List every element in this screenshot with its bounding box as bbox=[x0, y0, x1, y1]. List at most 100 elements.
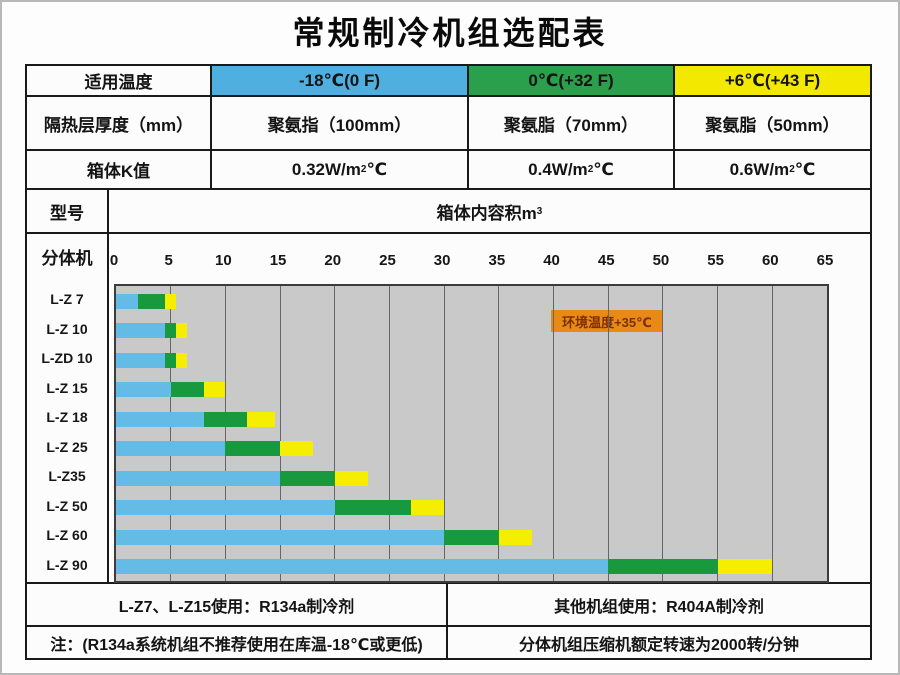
temperature-row-label: 适用温度 bbox=[84, 73, 153, 92]
x-axis-tick-label: 5 bbox=[164, 252, 173, 269]
gridline bbox=[498, 286, 500, 581]
x-axis-tick-label: 40 bbox=[543, 252, 560, 269]
x-axis-tick-label: 0 bbox=[109, 252, 119, 269]
page-title: 常规制冷机组选配表 bbox=[292, 15, 608, 51]
volume-header-text: 箱体内容积m bbox=[436, 203, 537, 223]
bar-segment-plus6 bbox=[176, 323, 188, 338]
temperature-row: 适用温度 -18℃(0 F) 0℃(+32 F) +6℃(+43 F) bbox=[27, 66, 870, 97]
note-right-cell: 分体机组压缩机额定转速为2000转/分钟 bbox=[446, 627, 870, 658]
bar-segment-0c bbox=[165, 323, 177, 338]
ambient-temperature-annotation: 环境温度+35℃ bbox=[551, 310, 663, 332]
bar-segment-plus6 bbox=[334, 470, 368, 486]
gridline bbox=[717, 286, 719, 581]
x-axis-tick-label: 65 bbox=[816, 252, 834, 269]
model-row-label: 型号 bbox=[50, 203, 84, 223]
bar-segment-plus6 bbox=[411, 500, 445, 515]
model-label: L-Z 7 bbox=[50, 291, 84, 307]
insulation-cell-100mm: 聚氨指（100mm） bbox=[210, 97, 467, 149]
model-label: L-Z 50 bbox=[46, 497, 88, 514]
bar-segment-minus18 bbox=[116, 411, 204, 427]
k-value-cell-06: 0.6W/m 2 ℃ bbox=[673, 151, 870, 188]
model-label: L-Z35 bbox=[48, 468, 86, 484]
refrigerant-left-cell: L-Z7、L-Z15使用：R134a制冷剂 bbox=[118, 598, 355, 616]
k-value-sup: 2 bbox=[789, 164, 795, 175]
bar-segment-plus6 bbox=[165, 293, 177, 309]
k-value-sup: 2 bbox=[587, 164, 594, 175]
model-label-column: L-Z 7 L-Z 10 L-ZD 10 L-Z 15 L-Z 18 L-Z 25 L-Z3… bbox=[27, 234, 107, 584]
model-label: L-Z 10 bbox=[46, 320, 88, 337]
bar-segment-minus18 bbox=[116, 529, 445, 545]
k-value-text: 0.4W/m bbox=[528, 159, 588, 179]
split-unit-label: 分体机 bbox=[41, 249, 93, 268]
gridline bbox=[443, 286, 445, 581]
refrigerant-right-cell: 其他机组使用：R404A制冷剂 bbox=[446, 584, 870, 625]
bar-segment-0c bbox=[170, 382, 204, 397]
bar-segment-0c bbox=[203, 411, 248, 427]
k-value-row-label: 箱体K值 bbox=[86, 162, 151, 181]
k-value-cell-032: 0.32W/m 2 ℃ bbox=[210, 151, 467, 188]
gridline bbox=[170, 286, 172, 581]
note-left-cell: 注：(R134a系统机组不推荐使用在库温-18℃或更低) bbox=[50, 636, 423, 654]
selection-table: 适用温度 -18℃(0 F) 0℃(+32 F) +6℃(+43 F) 隔热层厚… bbox=[25, 64, 872, 660]
insulation-row-label: 隔热层厚度（mm） bbox=[43, 115, 194, 135]
x-axis-tick-label: 25 bbox=[379, 252, 396, 269]
gridline bbox=[553, 286, 555, 581]
bar-segment-minus18 bbox=[116, 382, 171, 397]
gridline bbox=[607, 286, 609, 581]
bar-segment-0c bbox=[225, 441, 281, 456]
k-value-unit: ℃ bbox=[593, 159, 614, 179]
bar-segment-plus6 bbox=[247, 411, 275, 427]
bar-segment-minus18 bbox=[116, 470, 281, 486]
temperature-cell-plus6: +6℃(+43 F) bbox=[673, 66, 870, 95]
x-axis-tick-label: 45 bbox=[597, 252, 615, 269]
bar-segment-minus18 bbox=[116, 293, 138, 309]
bar-segment-minus18 bbox=[116, 500, 335, 515]
insulation-cell-50mm: 聚氨脂（50mm） bbox=[673, 97, 870, 149]
model-label: L-Z 60 bbox=[46, 527, 88, 543]
bar-segment-plus6 bbox=[717, 559, 773, 574]
gridline bbox=[388, 286, 390, 581]
capacity-chart-row: 分体机 L-Z 7 L-Z 10 L-ZD 10 L-Z 15 L-Z 18 L-Z 25… bbox=[27, 234, 870, 584]
bar-segment-plus6 bbox=[498, 529, 532, 545]
bar-segment-0c bbox=[334, 500, 412, 515]
k-value-text: 0.6W/m bbox=[729, 159, 790, 179]
plot-area: 环境温度+35℃ bbox=[114, 284, 829, 583]
bar-segment-minus18 bbox=[116, 559, 609, 574]
k-value-sup: 2 bbox=[360, 164, 367, 175]
x-axis-tick-label: 15 bbox=[269, 252, 287, 269]
gridline bbox=[771, 286, 773, 581]
x-axis-tick-label: 50 bbox=[652, 252, 670, 269]
model-label: L-Z 18 bbox=[46, 409, 88, 425]
x-axis-tick-label: 20 bbox=[324, 252, 342, 269]
insulation-row: 隔热层厚度（mm） 聚氨指（100mm） 聚氨脂（70mm） 聚氨脂（50mm） bbox=[27, 97, 870, 151]
gridline bbox=[279, 286, 281, 581]
model-header-row: 型号 箱体内容积m 3 bbox=[27, 190, 870, 234]
column-divider bbox=[107, 234, 109, 582]
bar-segment-0c bbox=[444, 529, 499, 545]
k-value-cell-04: 0.4W/m 2 ℃ bbox=[467, 151, 673, 188]
model-label: L-Z 15 bbox=[46, 379, 88, 396]
bar-segment-0c bbox=[280, 470, 335, 486]
bar-segment-plus6 bbox=[176, 352, 188, 368]
volume-header-sup: 3 bbox=[536, 205, 543, 217]
model-label: L-ZD 10 bbox=[41, 350, 93, 366]
bar-segment-0c bbox=[608, 559, 718, 574]
gridline bbox=[224, 286, 226, 581]
x-axis-tick-label: 30 bbox=[433, 252, 451, 269]
k-value-unit: ℃ bbox=[794, 159, 816, 179]
temperature-cell-minus18: -18℃(0 F) bbox=[210, 66, 467, 95]
insulation-cell-70mm: 聚氨脂（70mm） bbox=[467, 97, 673, 149]
gridline bbox=[662, 286, 664, 581]
note-row: 注：(R134a系统机组不推荐使用在库温-18℃或更低) 分体机组压缩机额定转速… bbox=[27, 627, 870, 658]
k-value-row: 箱体K值 0.32W/m 2 ℃ 0.4W/m 2 ℃ 0.6W/m 2 ℃ bbox=[27, 151, 870, 190]
chart-region: 0 5 10 15 20 25 30 35 40 45 50 55 60 65 环境温度+35℃ bbox=[109, 234, 870, 584]
temperature-cell-0: 0℃(+32 F) bbox=[467, 66, 673, 95]
bar-segment-minus18 bbox=[116, 352, 166, 368]
bar-segment-minus18 bbox=[116, 441, 226, 456]
bar-segment-plus6 bbox=[203, 382, 226, 397]
k-value-unit: ℃ bbox=[366, 159, 388, 179]
refrigerant-row: L-Z7、L-Z15使用：R134a制冷剂 其他机组使用：R404A制冷剂 bbox=[27, 584, 870, 627]
bar-segment-minus18 bbox=[116, 323, 166, 338]
x-axis-tick-label: 55 bbox=[707, 252, 724, 269]
